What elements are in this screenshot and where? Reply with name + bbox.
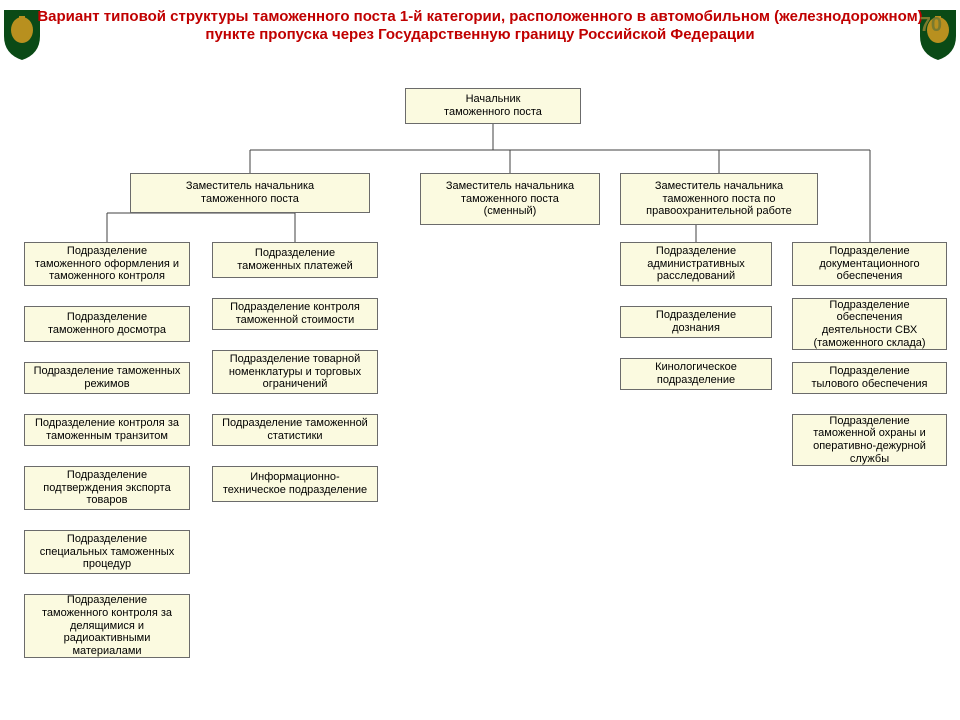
org-box-d2: Подразделениеобеспечениядеятельности СВХ…	[792, 298, 947, 350]
org-box-a7: Подразделениетаможенного контроля заделя…	[24, 594, 190, 658]
org-box-dep1: Заместитель начальникатаможенного поста	[130, 173, 370, 213]
org-box-d4: Подразделениетаможенной охраны иоператив…	[792, 414, 947, 466]
org-box-b2: Подразделение контролятаможенной стоимос…	[212, 298, 378, 330]
org-box-a5: Подразделениеподтверждения экспортатовар…	[24, 466, 190, 510]
org-box-dep2: Заместитель начальникатаможенного поста(…	[420, 173, 600, 225]
org-box-c2: Подразделениедознания	[620, 306, 772, 338]
org-box-d3: Подразделениетылового обеспечения	[792, 362, 947, 394]
org-box-a2: Подразделениетаможенного досмотра	[24, 306, 190, 342]
org-box-dep3: Заместитель начальникатаможенного поста …	[620, 173, 818, 225]
org-box-d1: Подразделениедокументационногообеспечени…	[792, 242, 947, 286]
org-box-a3: Подразделение таможенныхрежимов	[24, 362, 190, 394]
org-box-b4: Подразделение таможеннойстатистики	[212, 414, 378, 446]
org-box-b1: Подразделениетаможенных платежей	[212, 242, 378, 278]
page-number: 70	[920, 14, 942, 37]
org-box-a6: Подразделениеспециальных таможенныхпроце…	[24, 530, 190, 574]
org-box-b5: Информационно-техническое подразделение	[212, 466, 378, 502]
org-box-chief: Начальниктаможенного поста	[405, 88, 581, 124]
page-title: Вариант типовой структуры таможенного по…	[30, 8, 930, 44]
org-box-a4: Подразделение контроля затаможенным тран…	[24, 414, 190, 446]
org-box-c3: Кинологическоеподразделение	[620, 358, 772, 390]
org-box-c1: Подразделениеадминистративныхрасследован…	[620, 242, 772, 286]
org-chart-stage: Вариант типовой структуры таможенного по…	[0, 0, 960, 720]
org-box-b3: Подразделение товарнойноменклатуры и тор…	[212, 350, 378, 394]
org-box-a1: Подразделениетаможенного оформления итам…	[24, 242, 190, 286]
